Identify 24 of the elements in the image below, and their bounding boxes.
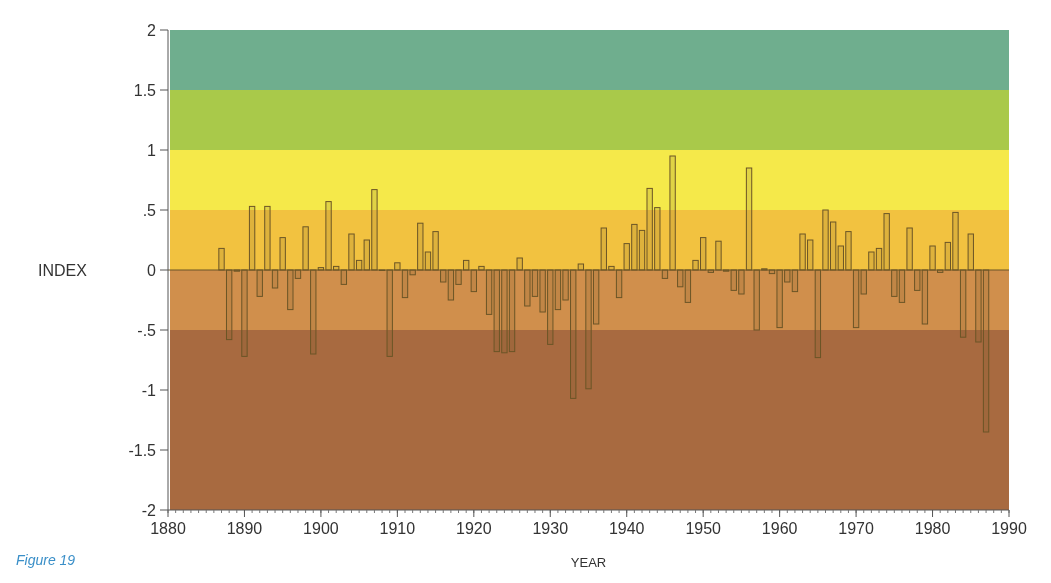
y-tick-label: -1.5 <box>128 441 157 459</box>
y-tick-label: 1.5 <box>133 81 157 99</box>
y-tick-label: 1 <box>147 141 157 159</box>
caption: Figure 19 <box>16 552 76 568</box>
x-axis-title: YEAR <box>570 555 607 570</box>
y-tick-label: 0 <box>147 261 157 279</box>
y-tick-label: .5 <box>142 201 157 219</box>
x-tick-label: 1940 <box>608 520 645 537</box>
x-tick-label: 1960 <box>761 520 798 537</box>
y-tick-label: -1 <box>141 381 157 399</box>
y-axis-title: INDEX <box>38 261 88 279</box>
y-tick-label: 2 <box>147 21 157 39</box>
x-tick-label: 1910 <box>379 520 416 537</box>
x-tick-label: 1880 <box>150 520 186 537</box>
x-tick-label: 1980 <box>914 520 951 537</box>
x-tick-label: 1990 <box>991 520 1027 537</box>
x-tick-label: 1950 <box>685 520 722 537</box>
y-tick-label: -.5 <box>137 321 157 339</box>
x-tick-label: 1930 <box>532 520 569 537</box>
x-tick-label: 1920 <box>456 520 492 537</box>
x-tick-label: 1900 <box>303 520 339 537</box>
x-tick-label: 1970 <box>838 520 874 537</box>
y-tick-label: -2 <box>141 501 157 519</box>
x-tick-label: 1890 <box>226 520 263 537</box>
